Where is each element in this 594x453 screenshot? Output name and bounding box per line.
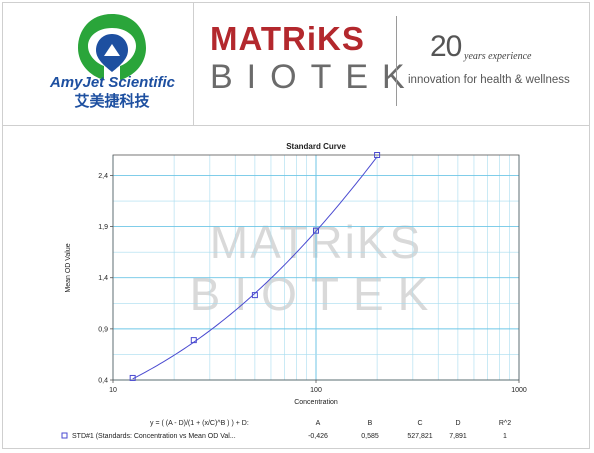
x-tick-label: 100 <box>310 387 322 394</box>
y-tick-label: 0,9 <box>98 326 108 333</box>
y-tick-label: 0,4 <box>98 378 108 385</box>
y-tick-label: 1,4 <box>98 275 108 282</box>
fit-header: C <box>417 420 422 427</box>
years-text: years experience <box>464 51 532 62</box>
y-axis-label: Mean OD Value <box>65 243 72 292</box>
fit-header: A <box>316 420 321 427</box>
data-point <box>251 292 258 299</box>
x-tick-label: 10 <box>109 387 117 394</box>
legend-series-name: STD#1 (Standards: Concentration vs Mean … <box>72 433 236 440</box>
page-frame <box>2 2 590 449</box>
watermark-text: MATRiKS <box>210 216 423 268</box>
fit-value: 1 <box>503 433 507 440</box>
y-tick-label: 1,9 <box>98 224 108 231</box>
fit-header: R^2 <box>499 420 511 427</box>
logo-divider <box>396 16 397 106</box>
matriks-logo-top: MATRiKS <box>210 20 365 57</box>
data-point <box>129 374 136 381</box>
data-point <box>313 227 319 234</box>
x-axis-label: Concentration <box>294 399 338 406</box>
fit-curve <box>132 156 378 380</box>
amyjet-chinese-name: 艾美捷科技 <box>74 92 150 110</box>
chart-title: Standard Curve <box>286 142 346 151</box>
fit-value: 0,585 <box>361 433 379 440</box>
data-point <box>190 337 197 344</box>
amyjet-name: AmyJet Scientific <box>49 74 176 91</box>
fit-equation: y = ( (A - D)/(1 + (x/C)^B ) ) + D: <box>150 420 249 427</box>
tagline: innovation for health & wellness <box>408 74 570 86</box>
header-divider <box>193 2 194 126</box>
logo-header <box>2 2 590 126</box>
amyjet-logo-icon <box>78 14 146 80</box>
watermark-text: BIOTEK <box>190 268 443 320</box>
y-tick-label: 2,4 <box>98 173 108 180</box>
legend-marker <box>61 432 68 439</box>
fit-value: -0,426 <box>308 433 328 440</box>
x-tick-label: 1000 <box>511 387 527 394</box>
fit-value: 7,891 <box>449 433 467 440</box>
data-point <box>374 152 381 158</box>
fit-header: D <box>455 420 460 427</box>
matriks-logo-bottom: BIOTEK <box>210 58 419 96</box>
years-number: 20 <box>430 30 462 63</box>
fit-header: B <box>368 420 373 427</box>
fit-value: 527,821 <box>407 433 432 440</box>
